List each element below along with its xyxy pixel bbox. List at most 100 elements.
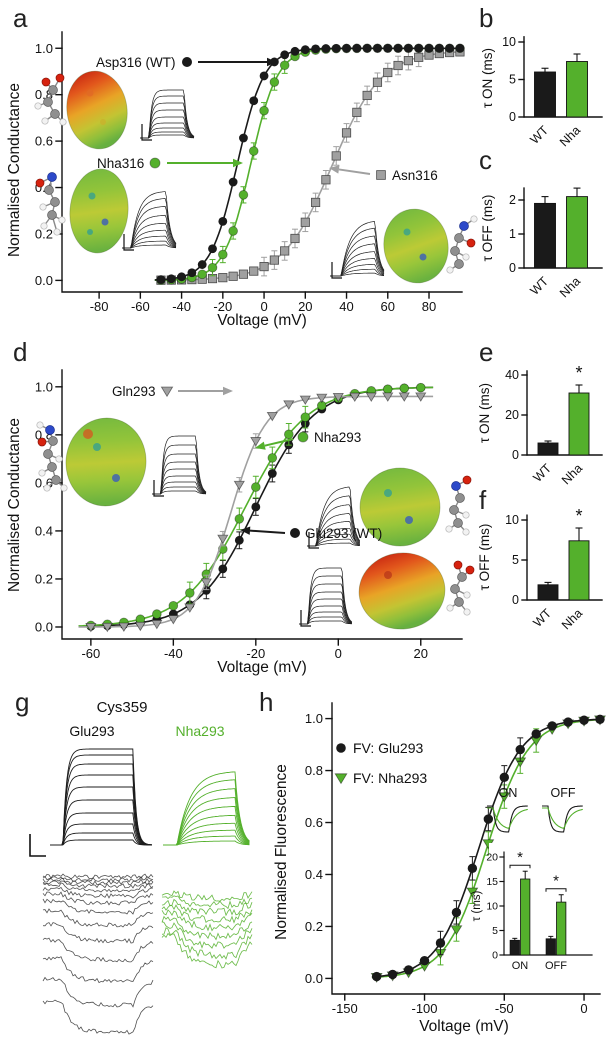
y-axis-d: 0.00.20.40.60.81.0	[35, 379, 63, 634]
trace-inset-gln293	[152, 435, 207, 497]
panel-letter-b: b	[479, 3, 493, 33]
svg-text:1.0: 1.0	[35, 41, 53, 56]
panel-letter-c: c	[479, 145, 492, 175]
svg-text:5: 5	[509, 73, 516, 87]
scale-bar	[331, 262, 342, 279]
trace-inset-nha293	[307, 486, 361, 549]
svg-text:5: 5	[512, 553, 519, 567]
svg-text:OFF: OFF	[545, 960, 567, 972]
g-fluorescence-traces-nha293	[161, 890, 253, 969]
epm-surface-nha293	[359, 467, 441, 547]
svg-text:0: 0	[335, 646, 342, 661]
svg-text:-20: -20	[246, 646, 265, 661]
a-annotation-asp316-wt: Asp316 (WT)	[96, 55, 176, 70]
svg-text:60: 60	[381, 299, 395, 314]
scale-bar	[141, 124, 152, 141]
h-yaxis-title: Normalised Fluorescence	[273, 764, 290, 940]
svg-text:0.6: 0.6	[305, 815, 323, 830]
y-axis-h: 0.0 0.2 0.4 0.6 0.8 1.0	[305, 711, 333, 986]
svg-text:40: 40	[505, 368, 519, 382]
molecule-nha316	[35, 172, 66, 236]
svg-text:1.0: 1.0	[35, 379, 53, 394]
trace-inset-asn316	[330, 220, 385, 279]
svg-text:-100: -100	[412, 1001, 438, 1016]
svg-text:0.6: 0.6	[35, 134, 53, 149]
x-axis-h: -150 -100 -50 0	[332, 993, 588, 1016]
svg-text:0.0: 0.0	[35, 619, 53, 634]
h-inset-off-label: OFF	[551, 786, 576, 800]
svg-text:WT: WT	[527, 274, 551, 298]
annotations	[29, 57, 583, 857]
chart-e: 0 20 40 WT Nha *	[505, 363, 603, 487]
c-yaxis-title: τ OFF (ms)	[480, 195, 495, 262]
series-asp316-wt-	[154, 43, 465, 285]
svg-text:*: *	[575, 363, 582, 383]
svg-text:0.2: 0.2	[305, 919, 323, 934]
chart-f: 0 5 10 WT Nha *	[505, 506, 603, 632]
panel-letter-f: f	[479, 485, 487, 515]
chart-h: -150 -100 -50 0 0.0 0.2 0.4 0.6 0.8 1.0	[305, 702, 606, 1016]
g-scale-bar	[29, 834, 46, 857]
svg-text:0: 0	[580, 1001, 587, 1016]
trace-inset-glu293	[299, 567, 353, 627]
panel-letter-e: e	[479, 337, 493, 367]
scale-bar	[123, 234, 134, 251]
svg-text:10: 10	[502, 35, 516, 49]
svg-text:20: 20	[505, 408, 519, 422]
svg-text:-150: -150	[332, 1001, 358, 1016]
svg-text:0.4: 0.4	[305, 867, 323, 882]
svg-text:*: *	[575, 506, 582, 526]
svg-text:WT: WT	[530, 461, 554, 485]
svg-text:-50: -50	[495, 1001, 514, 1016]
molecule-gln293	[36, 421, 68, 492]
g-fluorescence-traces-glu293	[42, 873, 154, 1035]
epm-surface-asp316	[66, 70, 128, 150]
svg-text:WT: WT	[530, 606, 554, 630]
svg-text:*: *	[553, 873, 559, 890]
chart-h-inset: 0 5 10 15 20 ON * OFF *	[486, 843, 597, 983]
svg-text:-20: -20	[213, 299, 232, 314]
svg-text:-40: -40	[172, 299, 191, 314]
a-annotation-nha316: Nha316	[97, 156, 144, 171]
g-current-traces-nha293	[163, 771, 250, 846]
generated-charts: -80 -60 -40 -20 0 20 40 60 800.00.20.40.60.81.0-…	[29, 31, 606, 1035]
d-xaxis-title: Voltage (mV)	[217, 659, 307, 676]
d-annotation-nha293: Nha293	[314, 430, 361, 445]
svg-text:0.0: 0.0	[305, 971, 323, 986]
svg-text:0: 0	[492, 950, 498, 962]
epm-surface-gln293	[65, 417, 147, 507]
panel-letter-g: g	[15, 687, 29, 717]
epm-surface-nha316	[69, 168, 129, 254]
svg-text:80: 80	[422, 299, 436, 314]
svg-text:10: 10	[505, 513, 519, 527]
molecule-asp316	[34, 73, 67, 126]
svg-text:Nha: Nha	[557, 274, 583, 300]
svg-text:15: 15	[486, 876, 498, 888]
bar-e-Nha	[568, 392, 590, 456]
svg-text:0.4: 0.4	[35, 523, 53, 538]
molecule-glu293	[446, 560, 475, 616]
scale-bar	[300, 610, 311, 627]
epm-surface-asn316	[383, 208, 449, 284]
svg-text:20: 20	[486, 852, 498, 864]
bar-f-WT	[537, 584, 559, 601]
g-column-label-glu293: Glu293	[69, 723, 114, 739]
h-xaxis-title: Voltage (mV)	[419, 1018, 509, 1035]
svg-text:20: 20	[414, 646, 428, 661]
h-inset-on-label: ON	[499, 786, 518, 800]
svg-text:-60: -60	[131, 299, 150, 314]
svg-text:0.2: 0.2	[35, 571, 53, 586]
h-legend-nha293: FV: Nha293	[353, 770, 427, 786]
epm-surface-glu293	[358, 552, 446, 630]
a-xaxis-title: Voltage (mV)	[217, 312, 307, 329]
bar-c-WT	[534, 202, 556, 269]
h-legend-glu293: FV: Glu293	[353, 740, 424, 756]
g-current-traces-glu293	[50, 748, 153, 846]
chart-c: 0 1 2 WT Nha	[509, 187, 603, 300]
svg-text:10: 10	[486, 901, 498, 913]
svg-text:0.2: 0.2	[35, 226, 53, 241]
d-annotation-gln293: Gln293	[112, 384, 156, 399]
scale-bar	[153, 480, 164, 497]
